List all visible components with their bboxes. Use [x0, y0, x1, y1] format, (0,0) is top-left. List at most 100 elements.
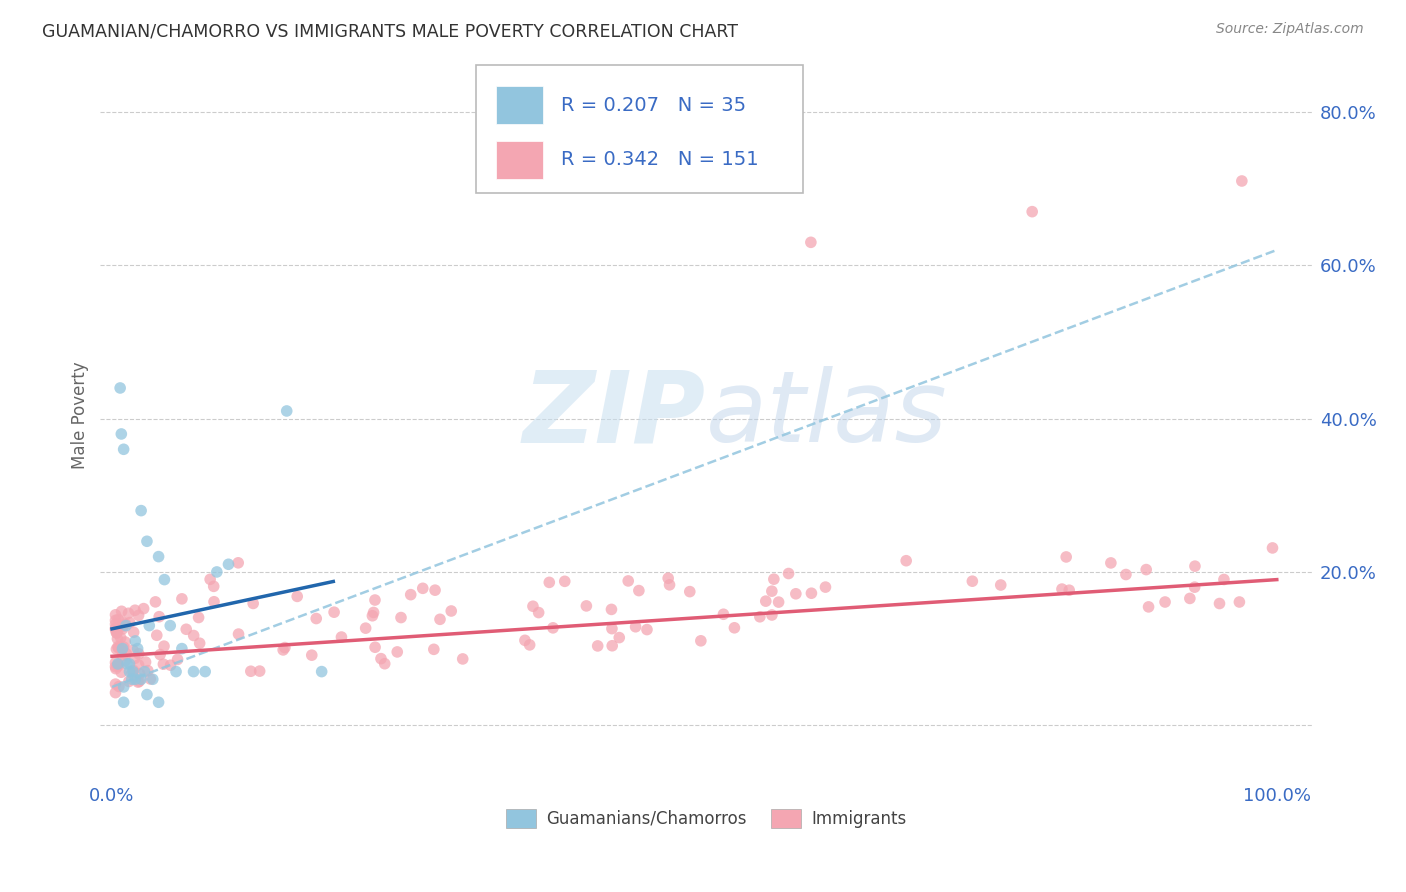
FancyBboxPatch shape: [475, 65, 803, 193]
Point: [1057, 583, 1080, 598]
Point: [159, 618, 181, 632]
Point: [124, 651, 146, 665]
Point: [153, 639, 176, 653]
Point: [104, 617, 127, 632]
Point: [129, 673, 152, 687]
Point: [112, 680, 135, 694]
Point: [104, 623, 127, 637]
Point: [285, 590, 308, 604]
Point: [104, 607, 127, 622]
Point: [121, 666, 143, 681]
Point: [1230, 174, 1253, 188]
Point: [122, 665, 145, 679]
Point: [785, 587, 807, 601]
Point: [761, 607, 783, 622]
Point: [111, 615, 134, 630]
Text: Source: ZipAtlas.com: Source: ZipAtlas.com: [1216, 22, 1364, 37]
Point: [110, 665, 132, 680]
Point: [136, 664, 159, 678]
Point: [104, 685, 127, 699]
Point: [115, 618, 138, 632]
Point: [363, 606, 385, 620]
Point: [586, 639, 609, 653]
Point: [187, 610, 209, 624]
Point: [778, 566, 800, 581]
Point: [105, 625, 128, 640]
Point: [183, 628, 205, 642]
Point: [122, 643, 145, 657]
Point: [658, 578, 681, 592]
Point: [136, 534, 159, 549]
Point: [627, 583, 650, 598]
Point: [159, 658, 181, 673]
Point: [139, 672, 162, 686]
Point: [800, 586, 823, 600]
Point: [1137, 599, 1160, 614]
Point: [1229, 595, 1251, 609]
Point: [104, 621, 127, 635]
Point: [107, 640, 129, 654]
Point: [118, 615, 141, 630]
Text: R = 0.342   N = 151: R = 0.342 N = 151: [561, 151, 758, 169]
Point: [1115, 567, 1137, 582]
Point: [153, 573, 176, 587]
Point: [124, 673, 146, 687]
Point: [768, 595, 790, 609]
Point: [1154, 595, 1177, 609]
Point: [242, 597, 264, 611]
Point: [617, 574, 640, 588]
Point: [114, 635, 136, 649]
Point: [323, 605, 346, 619]
Point: [389, 610, 412, 624]
Point: [124, 603, 146, 617]
Point: [105, 642, 128, 657]
Point: [962, 574, 984, 589]
Point: [128, 608, 150, 623]
Point: [104, 659, 127, 673]
Point: [689, 633, 711, 648]
Point: [138, 618, 160, 632]
Point: [451, 652, 474, 666]
Point: [142, 673, 165, 687]
Point: [713, 607, 735, 622]
Bar: [496, 87, 543, 124]
Point: [110, 427, 132, 442]
Point: [129, 503, 152, 517]
Legend: Guamanians/Chamorros, Immigrants: Guamanians/Chamorros, Immigrants: [498, 800, 915, 836]
Y-axis label: Male Poverty: Male Poverty: [72, 361, 89, 468]
Point: [800, 235, 823, 250]
Point: [538, 575, 561, 590]
Point: [111, 619, 134, 633]
Point: [429, 612, 451, 626]
Point: [114, 617, 136, 632]
Point: [128, 674, 150, 689]
Point: [205, 565, 228, 579]
Point: [679, 584, 702, 599]
Point: [755, 594, 778, 608]
Point: [1054, 549, 1077, 564]
Point: [301, 648, 323, 662]
Point: [104, 656, 127, 670]
Point: [128, 666, 150, 681]
Point: [896, 554, 918, 568]
Point: [305, 611, 328, 625]
Point: [607, 631, 630, 645]
Point: [1184, 580, 1206, 594]
Point: [105, 624, 128, 639]
Point: [239, 665, 262, 679]
Point: [522, 599, 544, 614]
Point: [107, 632, 129, 646]
Point: [166, 652, 188, 666]
Point: [115, 657, 138, 671]
Point: [423, 642, 446, 657]
Point: [311, 665, 333, 679]
Point: [107, 657, 129, 671]
Point: [600, 602, 623, 616]
Point: [624, 620, 647, 634]
Point: [761, 584, 783, 599]
Point: [118, 665, 141, 679]
Point: [112, 640, 135, 654]
Point: [118, 657, 141, 671]
Text: GUAMANIAN/CHAMORRO VS IMMIGRANTS MALE POVERTY CORRELATION CHART: GUAMANIAN/CHAMORRO VS IMMIGRANTS MALE PO…: [42, 22, 738, 40]
Point: [575, 599, 598, 613]
